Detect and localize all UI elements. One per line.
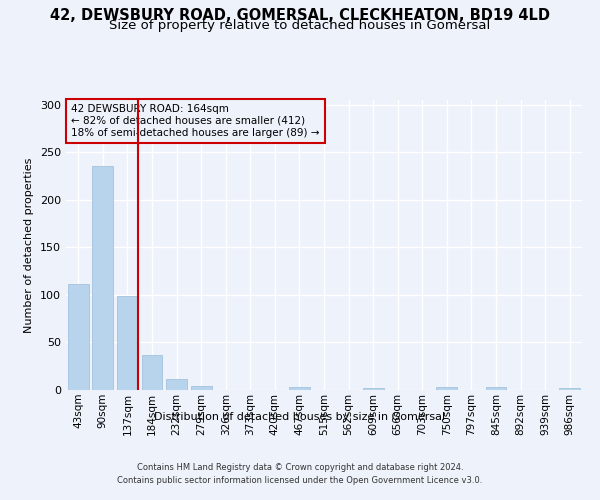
Bar xyxy=(166,378,187,390)
Text: Contains HM Land Registry data © Crown copyright and database right 2024.: Contains HM Land Registry data © Crown c… xyxy=(137,462,463,471)
Bar xyxy=(485,387,506,390)
Bar xyxy=(436,387,457,390)
Text: 42 DEWSBURY ROAD: 164sqm
← 82% of detached houses are smaller (412)
18% of semi-: 42 DEWSBURY ROAD: 164sqm ← 82% of detach… xyxy=(71,104,320,138)
Bar xyxy=(559,388,580,390)
Text: 42, DEWSBURY ROAD, GOMERSAL, CLECKHEATON, BD19 4LD: 42, DEWSBURY ROAD, GOMERSAL, CLECKHEATON… xyxy=(50,8,550,22)
Text: Distribution of detached houses by size in Gomersal: Distribution of detached houses by size … xyxy=(154,412,446,422)
Bar xyxy=(92,166,113,390)
Y-axis label: Number of detached properties: Number of detached properties xyxy=(25,158,34,332)
Bar xyxy=(191,386,212,390)
Text: Size of property relative to detached houses in Gomersal: Size of property relative to detached ho… xyxy=(109,18,491,32)
Bar xyxy=(142,355,163,390)
Text: Contains public sector information licensed under the Open Government Licence v3: Contains public sector information licen… xyxy=(118,476,482,485)
Bar xyxy=(289,387,310,390)
Bar xyxy=(68,284,89,390)
Bar xyxy=(117,296,138,390)
Bar xyxy=(362,388,383,390)
